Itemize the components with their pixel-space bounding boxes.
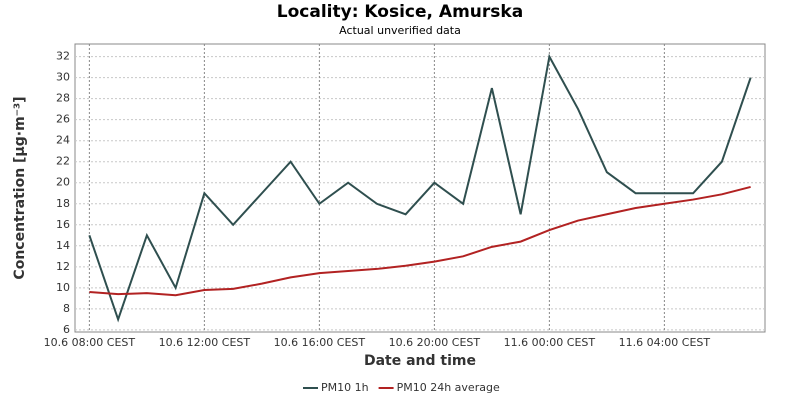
y-tick-label: 18 — [56, 197, 70, 210]
plot-area — [74, 43, 766, 333]
y-tick-label: 20 — [56, 176, 70, 189]
x-tick-label: 10.6 20:00 CEST — [389, 336, 481, 349]
x-tick-label: 10.6 12:00 CEST — [159, 336, 251, 349]
series-line — [88, 53, 752, 323]
y-tick-label: 28 — [56, 92, 70, 105]
y-tick-label: 6 — [63, 323, 70, 336]
y-tick-label: 24 — [56, 134, 70, 147]
x-tick-label: 10.6 16:00 CEST — [274, 336, 366, 349]
chart-title: Locality: Kosice, Amurska — [277, 2, 523, 22]
y-tick-label: 10 — [56, 281, 70, 294]
y-tick-label: 22 — [56, 155, 70, 168]
legend-label: PM10 24h average — [397, 381, 500, 394]
x-tick-label: 10.6 08:00 CEST — [44, 336, 136, 349]
y-tick-label: 26 — [56, 113, 70, 126]
y-tick-label: 14 — [56, 239, 70, 252]
chart-subtitle: Actual unverified data — [339, 24, 461, 37]
x-tick-label: 11.6 04:00 CEST — [619, 336, 711, 349]
x-axis-label: Date and time — [364, 353, 476, 369]
y-tick-label: 30 — [56, 71, 70, 84]
y-tick-label: 16 — [56, 218, 70, 231]
y-tick-label: 12 — [56, 260, 70, 273]
y-tick-label: 8 — [63, 302, 70, 315]
legend-label: PM10 1h — [321, 381, 369, 394]
y-axis-label: Concentration [µg·m⁻³] — [12, 96, 28, 279]
x-tick-label: 11.6 00:00 CEST — [504, 336, 596, 349]
series-line — [89, 185, 751, 297]
y-tick-label: 32 — [56, 50, 70, 63]
